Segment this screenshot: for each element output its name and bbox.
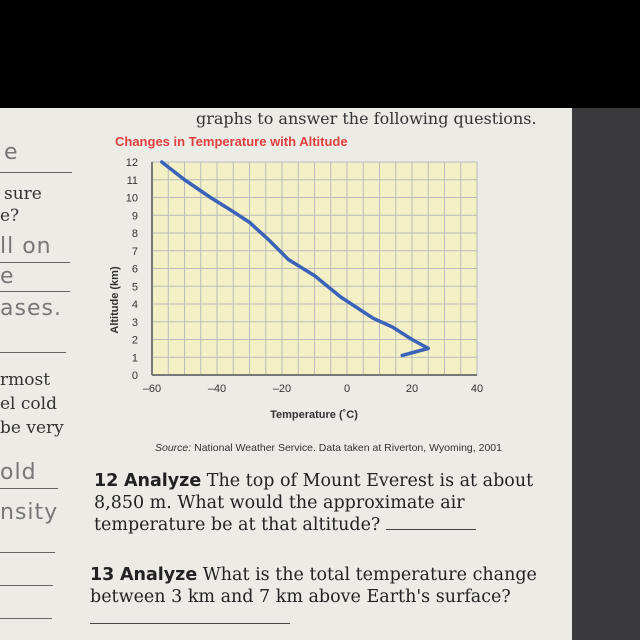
y-tick-label: 3 [132,317,138,329]
answer-line [0,618,52,619]
x-tick-label: 40 [471,383,483,395]
question-text: The top of Mount Everest is at about 8,8… [94,471,534,535]
grid [151,161,478,376]
source-text: National Weather Service. Data taken at … [191,442,502,454]
y-tick-label: 11 [127,175,138,187]
adjacent-page [572,108,640,640]
data-line [160,160,430,358]
source-label: Source: [155,442,192,454]
y-tick-label: 7 [132,246,138,258]
question-verb: Analyze [119,565,198,585]
handwritten-answer: nsity [0,500,59,525]
y-tick-label: 6 [132,264,138,276]
handwritten-answer: ases. [0,296,62,321]
question-12: 12 Analyze The top of Mount Everest is a… [94,470,564,536]
answer-line [0,488,58,489]
y-tick-label: 1 [132,352,138,364]
answer-line [0,262,70,263]
handwritten-answer: e [4,140,19,165]
y-tick-label: 12 [126,157,138,169]
margin-text: e? [0,206,20,226]
chart-source: Source: National Weather Service. Data t… [155,442,502,455]
x-tick-label: 20 [406,383,418,395]
x-tick-label: –40 [208,383,226,395]
y-axis-label: Altitude (km) [109,266,121,334]
y-tick-label: 4 [132,299,138,311]
question-verb: Analyze [123,471,202,491]
margin-text: be very [0,418,64,438]
answer-line[interactable] [90,623,290,624]
x-axis-label: Temperature (˚C) [270,409,358,421]
instructions-text: graphs to answer the following questions… [196,109,537,128]
x-tick-label: 0 [344,383,350,395]
handwritten-answer: old [0,460,37,485]
x-tick-label: –60 [143,383,161,395]
handwritten-answer: e [0,264,15,289]
question-number: 13 [90,565,115,585]
answer-line [0,291,70,292]
question-text: What is the total temperature change bet… [90,565,537,607]
answer-line [0,352,66,353]
x-ticks: –60 –40 –20 0 20 40 [143,383,483,395]
answer-line [0,552,55,553]
answer-line[interactable] [385,529,476,530]
handwritten-answer: ll on [0,234,52,259]
chart-title: Changes in Temperature with Altitude [115,134,348,149]
y-tick-label: 0 [132,370,138,382]
y-tick-label: 8 [132,228,138,240]
y-tick-label: 5 [132,281,138,293]
question-13: 13 Analyze What is the total temperature… [90,564,560,630]
y-tick-label: 10 [126,193,138,205]
margin-text: sure [4,184,42,204]
margin-text: rmost [0,370,51,390]
y-tick-label: 9 [132,210,138,222]
margin-text: el cold [0,394,57,414]
question-number: 12 [94,471,119,491]
answer-line [0,585,53,586]
y-tick-label: 2 [132,335,138,347]
x-tick-label: –20 [273,383,291,395]
answer-line [0,172,72,173]
